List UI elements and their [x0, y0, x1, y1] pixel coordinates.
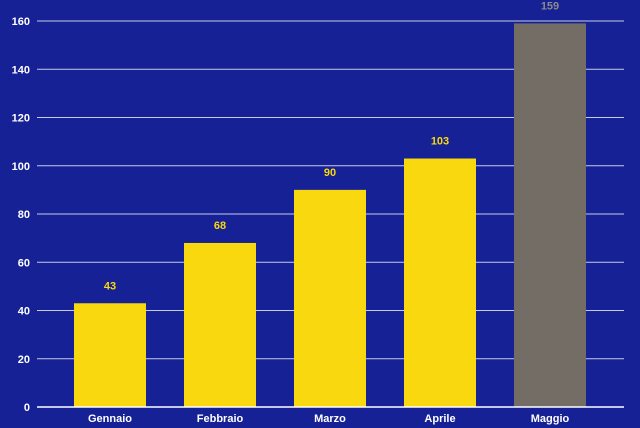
value-label: 159: [541, 0, 559, 12]
value-label: 90: [324, 167, 336, 179]
y-tick-label: 120: [12, 113, 30, 125]
x-tick-label: Marzo: [314, 413, 346, 425]
bar-febbraio: [184, 242, 256, 407]
bar-aprile: [404, 158, 476, 407]
value-label: 103: [431, 136, 449, 148]
value-label: 68: [214, 220, 226, 232]
bar-marzo: [294, 189, 366, 407]
y-tick-label: 40: [18, 306, 30, 318]
x-tick-label: Febbraio: [197, 413, 244, 425]
bars: [74, 23, 586, 407]
bar-gennaio: [74, 303, 146, 407]
y-tick-label: 160: [12, 16, 30, 28]
y-tick-label: 100: [12, 161, 30, 173]
x-axis-labels: Gennaio Febbraio Marzo Aprile Maggio: [88, 413, 570, 425]
y-tick-label: 140: [12, 64, 30, 76]
y-tick-label: 60: [18, 257, 30, 269]
bar-maggio: [514, 23, 586, 407]
value-label: 43: [104, 280, 116, 292]
x-tick-label: Aprile: [424, 413, 455, 425]
x-tick-label: Gennaio: [88, 413, 132, 425]
y-axis-ticks: 0 20 40 60 80 100 120 140 160: [12, 16, 30, 414]
y-tick-label: 0: [24, 402, 30, 414]
y-tick-label: 80: [18, 209, 30, 221]
y-tick-label: 20: [18, 354, 30, 366]
x-tick-label: Maggio: [531, 413, 570, 425]
value-labels: 43 68 90 103 159: [104, 0, 559, 292]
